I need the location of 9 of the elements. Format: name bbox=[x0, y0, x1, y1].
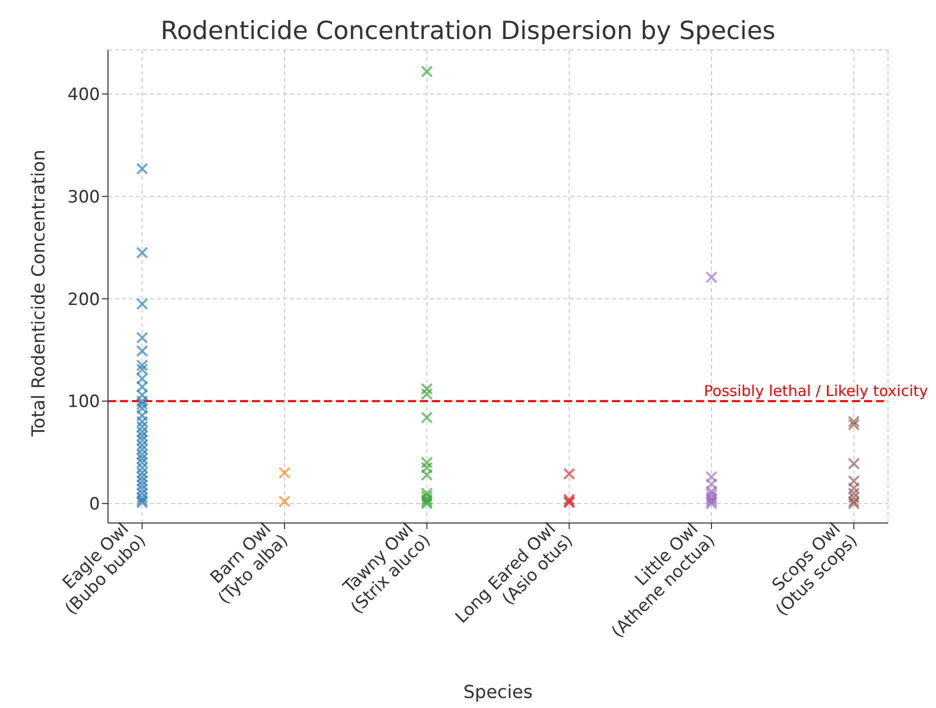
y-tick-label: 400 bbox=[68, 85, 100, 106]
y-axis-title: Total Rodenticide Concentration bbox=[28, 150, 50, 438]
y-tick-label: 0 bbox=[89, 494, 100, 515]
x-axis-title: Species bbox=[463, 682, 533, 703]
y-tick-label: 100 bbox=[68, 392, 100, 412]
y-tick-label: 200 bbox=[68, 290, 100, 310]
y-tick-label: 300 bbox=[68, 187, 100, 208]
ref-line-label: Possibly lethal / Likely toxicity bbox=[704, 382, 928, 400]
chart-title: Rodenticide Concentration Dispersion by Species bbox=[160, 16, 776, 45]
